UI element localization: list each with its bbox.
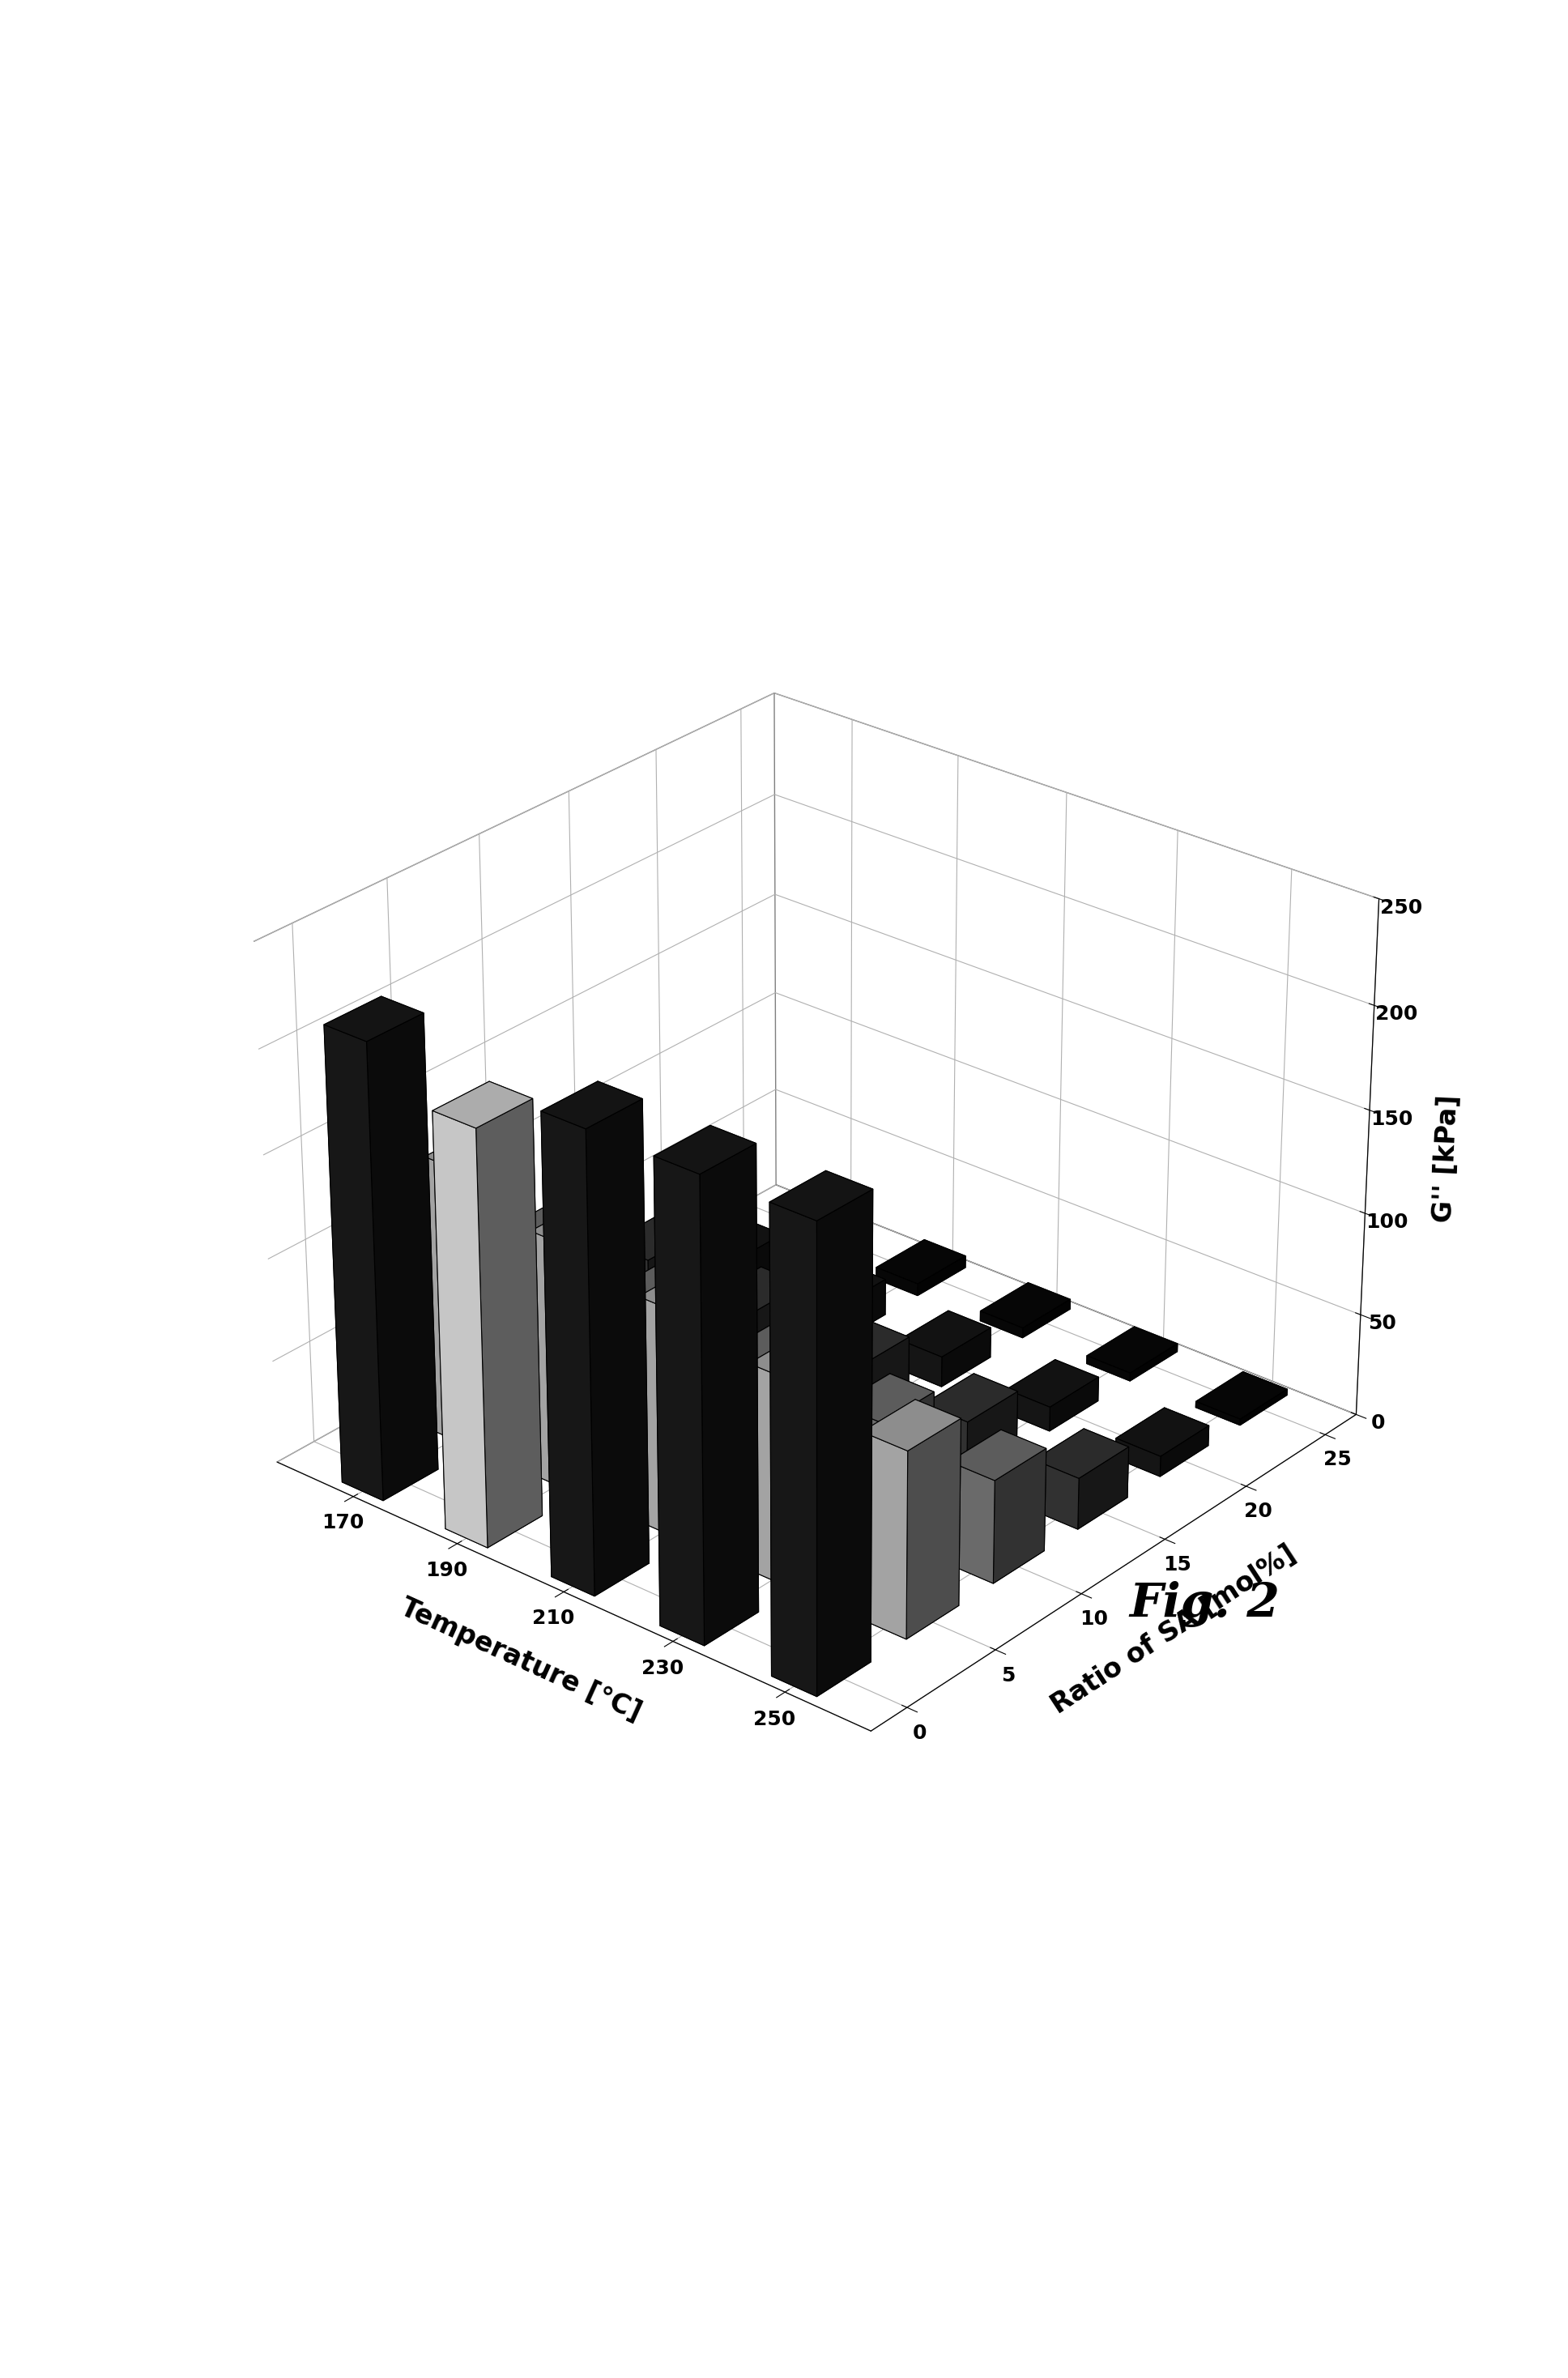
X-axis label: Temperature [°C]: Temperature [°C] xyxy=(397,1593,646,1726)
Y-axis label: Ratio of SA [mol%]: Ratio of SA [mol%] xyxy=(1046,1541,1301,1719)
Text: Fig. 2: Fig. 2 xyxy=(1129,1581,1279,1627)
